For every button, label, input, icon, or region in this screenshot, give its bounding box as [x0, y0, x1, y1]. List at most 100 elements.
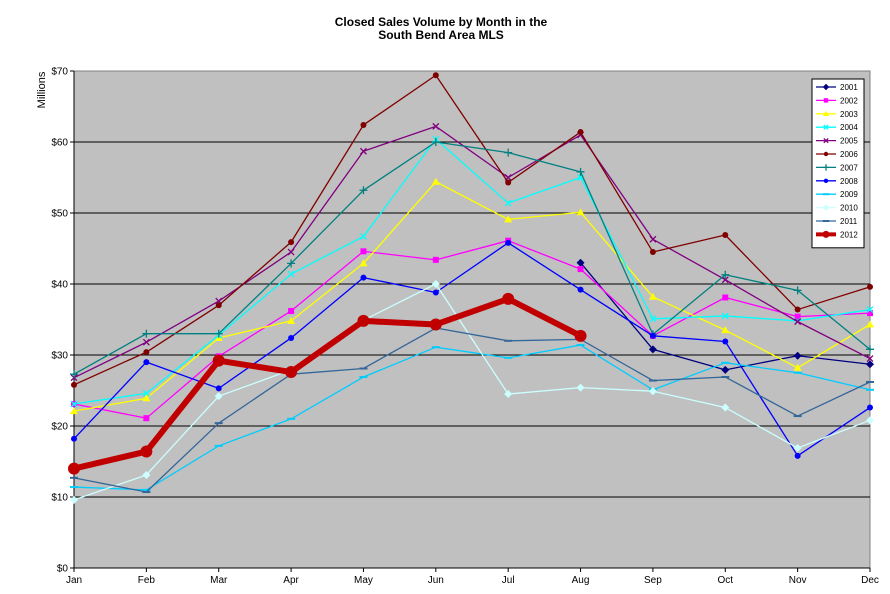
data-point: [504, 390, 513, 399]
data-point: [71, 435, 77, 442]
data-point: [867, 283, 873, 290]
data-point: [142, 470, 151, 479]
data-point: [359, 232, 367, 240]
data-point: [794, 452, 801, 459]
data-point: [822, 83, 830, 91]
legend-item-2002: 2002: [816, 96, 858, 105]
data-point: [793, 444, 802, 453]
data-point: [721, 365, 730, 374]
y-tick-label: $0: [57, 564, 69, 575]
data-point: [649, 249, 656, 256]
data-point: [70, 370, 78, 379]
data-point: [504, 215, 513, 223]
series-2010: [70, 280, 874, 504]
series-line-2003: [73, 181, 871, 412]
data-point: [722, 338, 729, 345]
data-point: [288, 334, 295, 341]
data-point: [143, 359, 150, 366]
legend-label: 2006: [840, 150, 858, 159]
data-point: [866, 355, 874, 363]
data-point: [649, 315, 657, 323]
legend-item-2010: 2010: [816, 204, 858, 213]
data-point: [359, 259, 368, 267]
data-point: [215, 385, 222, 392]
series-line-2011: [73, 327, 871, 493]
x-tick-label: Mar: [210, 575, 228, 586]
gridlines: [74, 141, 870, 498]
data-point: [215, 302, 222, 309]
legend-box: [811, 78, 865, 249]
data-point: [577, 266, 584, 273]
data-point: [287, 316, 296, 324]
x-tick-label: Apr: [283, 575, 299, 586]
data-point: [505, 239, 512, 246]
data-point: [288, 239, 295, 246]
series-line-2004: [73, 138, 871, 405]
series-line-2005: [73, 125, 871, 379]
data-point: [822, 110, 830, 116]
data-point: [649, 235, 657, 243]
legend-item-2001: 2001: [816, 83, 858, 92]
data-point: [576, 258, 585, 267]
data-point: [142, 338, 150, 346]
data-point: [721, 326, 730, 334]
data-point: [143, 349, 150, 356]
data-point: [71, 381, 77, 388]
data-point: [287, 259, 296, 268]
series-line-2007: [73, 141, 871, 375]
y-tick-label: $70: [51, 67, 68, 78]
y-tick-label: $60: [51, 138, 68, 149]
series-2012: [68, 292, 587, 475]
x-tick-label: Jun: [428, 575, 444, 586]
data-point: [823, 137, 829, 144]
legend-label: 2001: [840, 83, 858, 92]
data-point: [359, 186, 368, 195]
data-point: [432, 72, 439, 79]
y-tick-label: $50: [51, 209, 68, 220]
legend-label: 2009: [840, 190, 858, 199]
data-point: [70, 400, 78, 408]
data-point: [577, 286, 584, 293]
data-point: [867, 404, 873, 411]
data-point: [822, 164, 830, 171]
data-point: [867, 310, 873, 317]
data-point: [504, 199, 512, 207]
y-tick-label: $10: [51, 493, 68, 504]
axes: $0 $10 $20 $30 $40 $50 $60 $70 Jan Feb Mar Apr May Ju…: [51, 67, 879, 587]
data-point: [70, 495, 78, 504]
data-point: [822, 204, 830, 211]
legend-label: 2007: [840, 163, 858, 172]
data-point: [288, 307, 295, 314]
series-line-2012: [73, 295, 582, 472]
data-point: [794, 318, 802, 326]
series-line-2002: [73, 240, 871, 419]
legend-item-2008: 2008: [816, 177, 858, 186]
data-point: [721, 276, 729, 284]
data-point: [360, 248, 367, 255]
legend-label: 2010: [840, 204, 858, 213]
x-tick-label: Nov: [789, 575, 807, 586]
x-tick-label: Sep: [644, 575, 662, 586]
series-2005: [70, 122, 874, 382]
data-point: [431, 177, 440, 185]
data-point: [432, 122, 440, 130]
data-point: [823, 98, 829, 103]
series-line-2010: [73, 283, 871, 501]
data-point: [793, 351, 802, 360]
legend-label: 2003: [840, 110, 858, 119]
data-point: [866, 416, 874, 425]
x-tick-label: Aug: [572, 575, 590, 586]
data-point: [822, 230, 830, 238]
data-point: [823, 151, 829, 157]
series-2007: [70, 138, 874, 379]
legend-label: 2012: [840, 230, 858, 239]
y-axis-label: Millions: [36, 71, 48, 108]
data-point: [432, 289, 439, 296]
data-point: [357, 314, 370, 327]
x-tick-label: Jul: [502, 575, 515, 586]
data-point: [649, 332, 656, 339]
data-point: [574, 329, 587, 342]
legend-label: 2004: [840, 123, 858, 132]
data-point: [287, 248, 295, 256]
